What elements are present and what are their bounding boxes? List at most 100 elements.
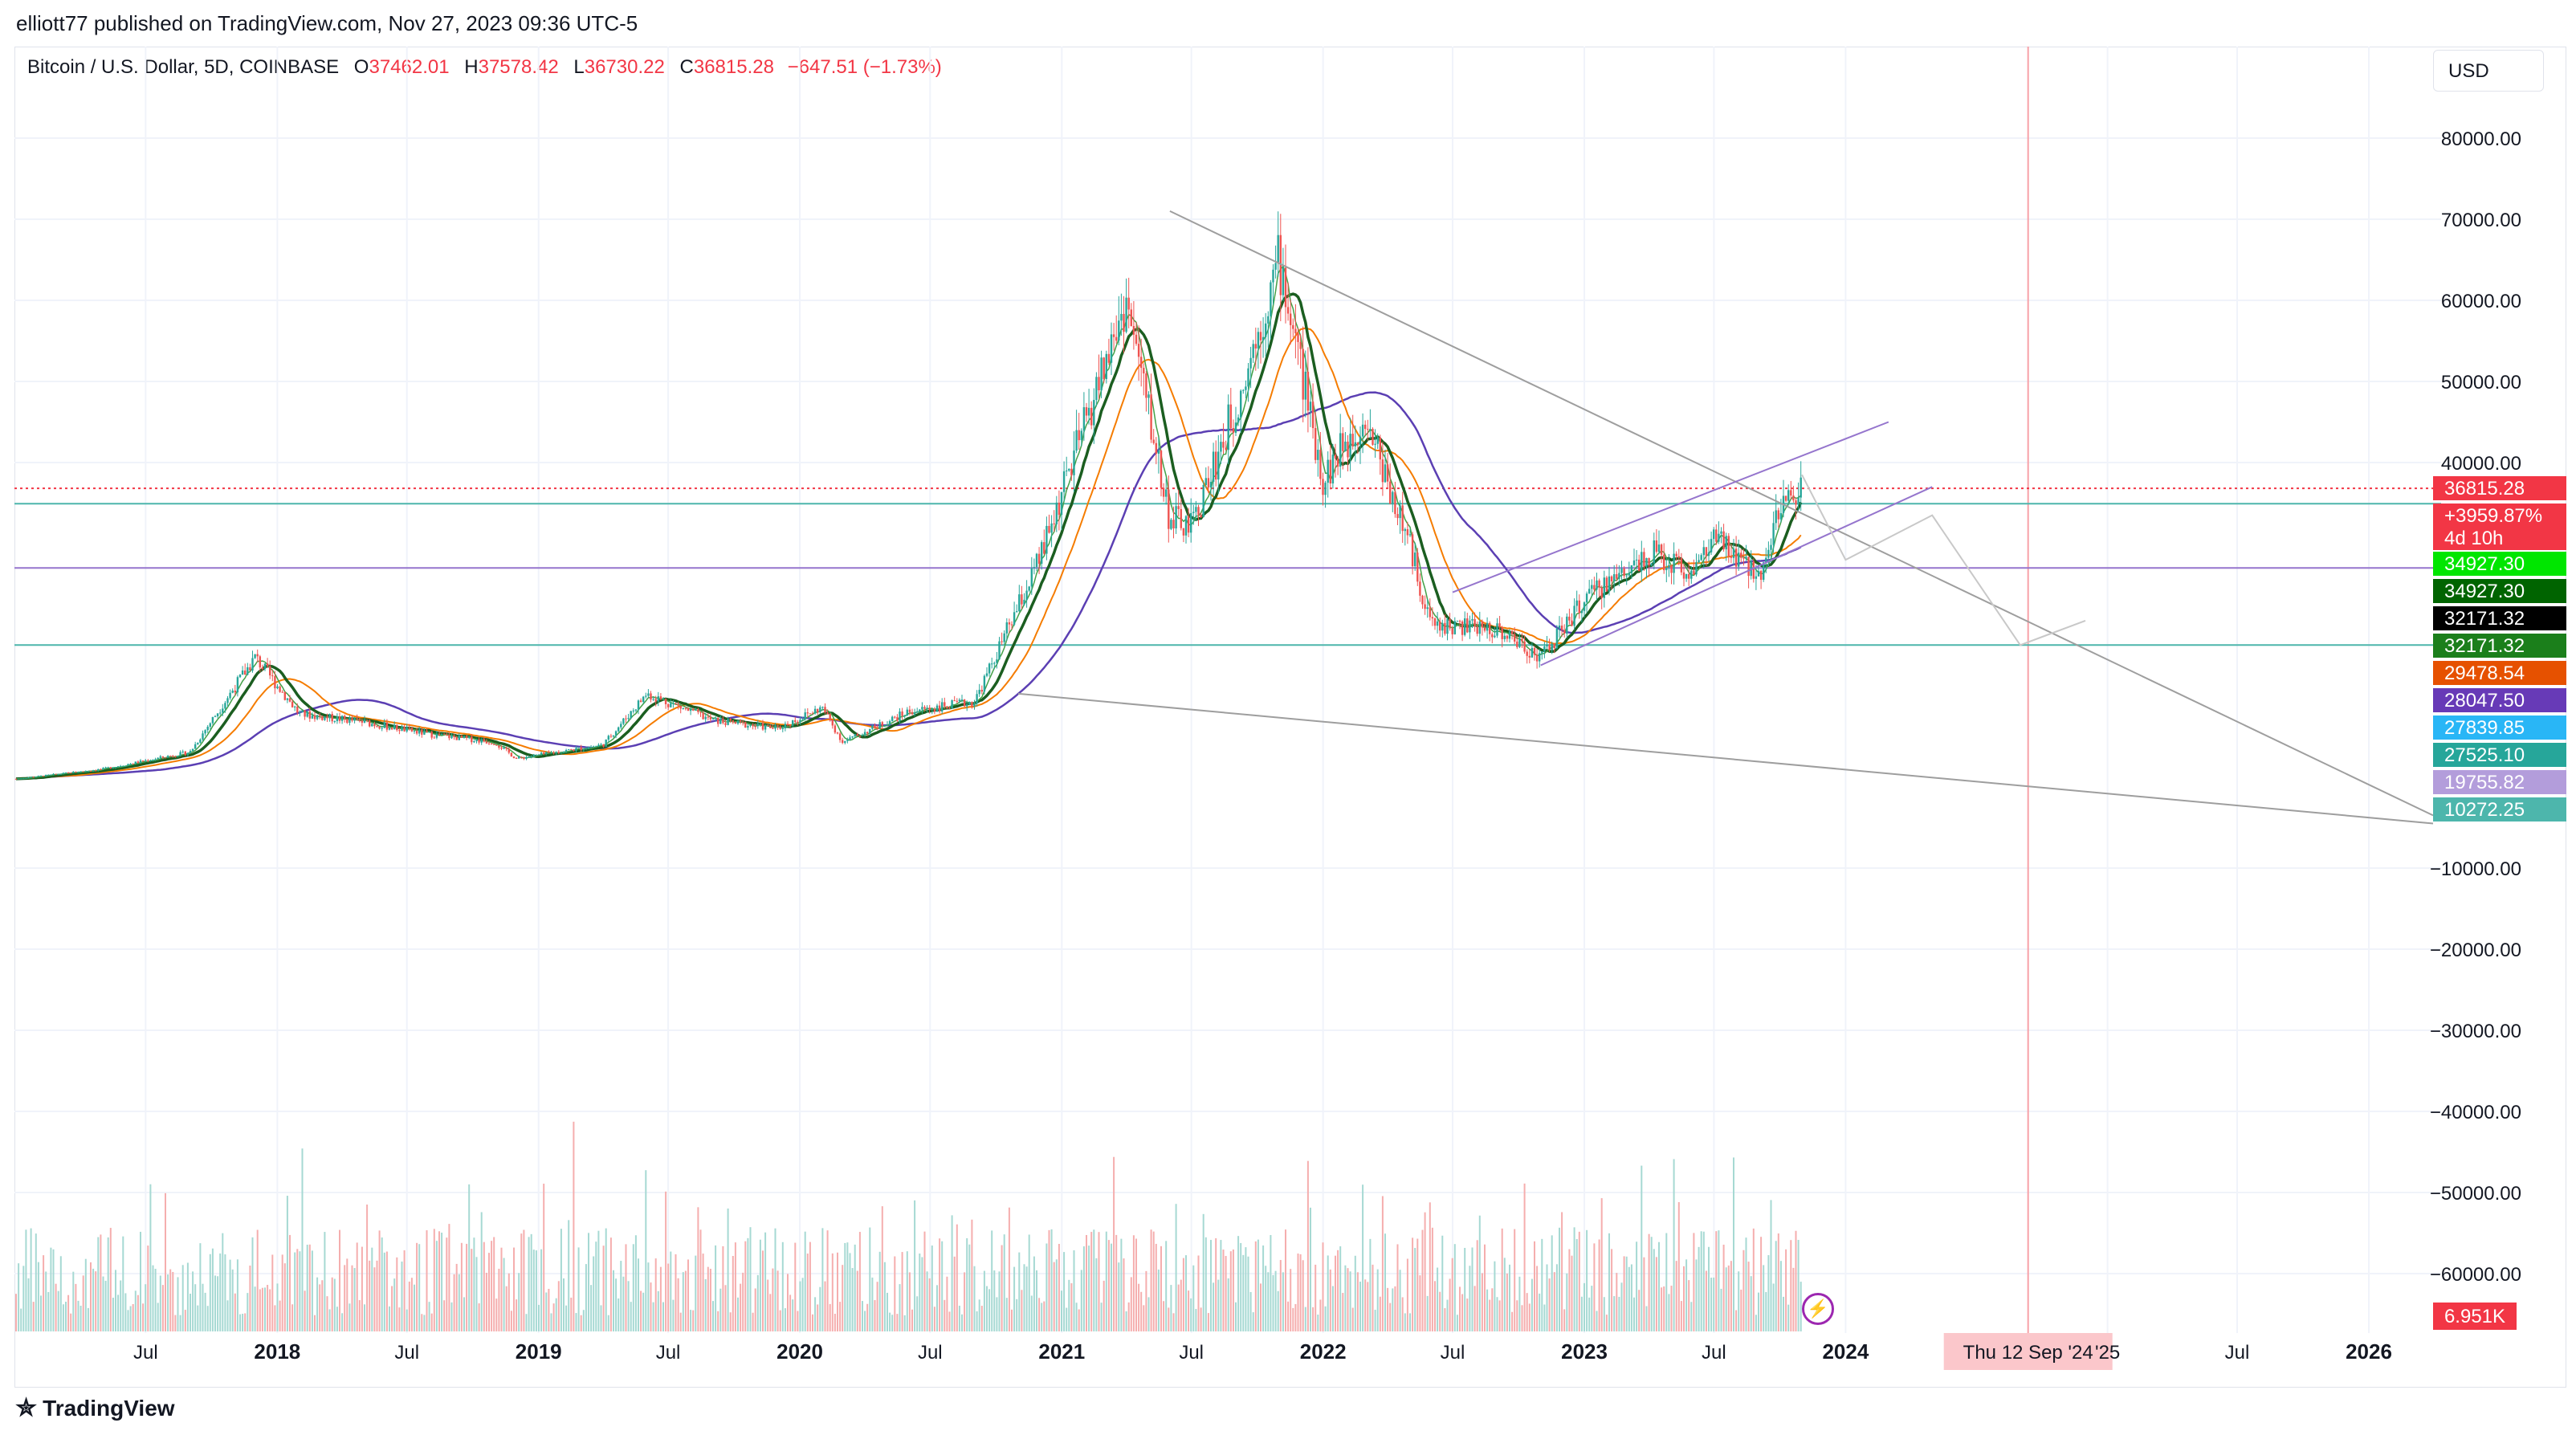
- flash-icon[interactable]: ⚡: [1802, 1293, 1834, 1325]
- candle: [296, 706, 299, 713]
- volume-bar: [1603, 1297, 1605, 1331]
- candle: [1792, 495, 1795, 501]
- candle: [1354, 442, 1356, 446]
- candle: [1670, 565, 1673, 573]
- volume-bar: [1279, 1260, 1282, 1331]
- volume-bar: [1073, 1250, 1075, 1331]
- volume-bar: [1670, 1286, 1673, 1331]
- candle: [1655, 540, 1658, 552]
- candle: [507, 748, 510, 753]
- candle: [100, 768, 102, 770]
- candle: [1710, 539, 1713, 552]
- candle: [1314, 428, 1317, 460]
- candle: [137, 761, 140, 764]
- candle: [1483, 627, 1486, 631]
- candle: [274, 675, 276, 689]
- volume-bar: [1471, 1247, 1473, 1331]
- volume-bar: [545, 1292, 548, 1331]
- candle: [582, 749, 585, 751]
- volume-bar: [202, 1283, 204, 1331]
- volume-bar: [1673, 1159, 1675, 1331]
- candle: [602, 744, 605, 747]
- candle: [421, 729, 423, 735]
- volume-bar: [702, 1254, 704, 1331]
- volume-bar: [1095, 1258, 1098, 1331]
- price-label: 4d 10h: [2444, 528, 2503, 549]
- candle: [1374, 443, 1376, 445]
- candle: [1182, 528, 1185, 536]
- volume-bar: [197, 1305, 199, 1331]
- candle: [79, 771, 82, 773]
- candle: [251, 658, 254, 671]
- volume-bar: [776, 1270, 779, 1331]
- candle: [306, 711, 308, 717]
- candle: [844, 740, 846, 744]
- volume-bar: [931, 1246, 933, 1331]
- volume-bar: [267, 1285, 269, 1331]
- volume-bar: [862, 1301, 863, 1331]
- candle: [724, 723, 727, 725]
- volume-bar: [744, 1241, 747, 1331]
- volume-bar: [1605, 1315, 1608, 1331]
- candle: [1630, 565, 1633, 573]
- candle: [1265, 323, 1267, 337]
- volume-bar: [1045, 1243, 1048, 1331]
- volume-bar: [1016, 1298, 1018, 1331]
- candle: [722, 719, 724, 724]
- candle: [1292, 324, 1294, 329]
- volume-bar: [79, 1306, 82, 1331]
- symbol-name[interactable]: Bitcoin / U.S. Dollar, 5D, COINBASE: [27, 56, 340, 78]
- candle: [1566, 616, 1568, 634]
- candle: [1386, 464, 1389, 482]
- candle: [1115, 336, 1118, 341]
- volume-bar: [1620, 1282, 1623, 1331]
- volume-bar: [1727, 1265, 1730, 1331]
- volume-bar: [1168, 1307, 1170, 1331]
- volume-bar: [1302, 1260, 1304, 1331]
- candle: [682, 707, 684, 709]
- candle: [749, 724, 752, 726]
- volume-bar: [789, 1294, 792, 1331]
- candle: [776, 725, 779, 727]
- volume-bar: [946, 1276, 948, 1331]
- volume-bar: [132, 1304, 134, 1331]
- candle: [1632, 560, 1636, 565]
- volume-bar: [1414, 1247, 1416, 1331]
- candle: [1770, 544, 1772, 550]
- volume-bar: [1548, 1278, 1551, 1331]
- volume-bar: [933, 1307, 935, 1331]
- candle: [595, 746, 597, 748]
- volume-bar: [834, 1314, 836, 1331]
- time-tick: Jul: [394, 1342, 419, 1364]
- currency-button[interactable]: USD: [2433, 50, 2544, 92]
- candle: [1775, 510, 1777, 524]
- volume-bar: [1055, 1259, 1058, 1331]
- candle: [1653, 540, 1655, 564]
- candle: [719, 719, 722, 724]
- volume-bar: [341, 1313, 344, 1331]
- candle: [580, 747, 582, 751]
- volume-bar: [1125, 1311, 1127, 1331]
- volume-bar: [1086, 1234, 1087, 1331]
- volume-bar: [580, 1315, 582, 1331]
- volume-bar: [1506, 1273, 1508, 1331]
- candle: [518, 756, 520, 759]
- volume-bar: [1381, 1196, 1384, 1331]
- volume-bar: [1140, 1291, 1143, 1331]
- ma-mid: [15, 327, 1802, 780]
- volume-bar: [956, 1224, 958, 1331]
- time-tick: Jul: [918, 1342, 943, 1364]
- volume-bar: [256, 1229, 259, 1331]
- candle: [107, 767, 109, 768]
- candle: [1638, 559, 1641, 572]
- candle: [1157, 450, 1160, 455]
- candle: [926, 707, 928, 709]
- volume-bar: [973, 1266, 976, 1331]
- volume-bar: [269, 1289, 271, 1331]
- candle: [714, 717, 717, 720]
- volume-bar: [346, 1258, 348, 1331]
- volume-bar: [707, 1266, 709, 1331]
- candle: [1023, 599, 1025, 605]
- candle: [916, 711, 919, 713]
